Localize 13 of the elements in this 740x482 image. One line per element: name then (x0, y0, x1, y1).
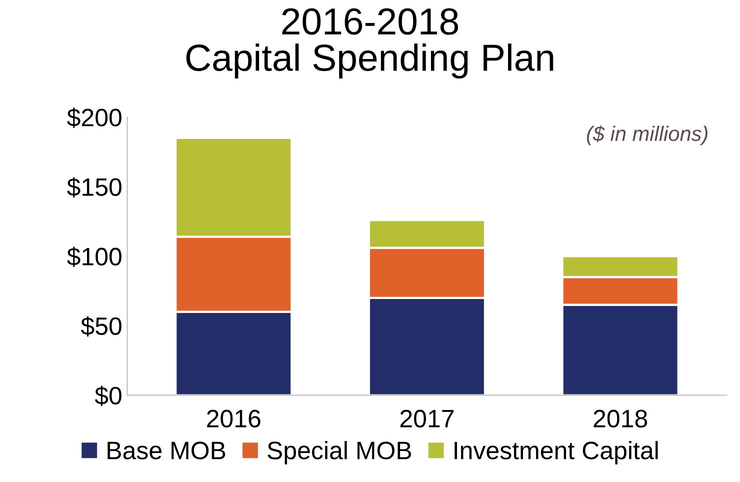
annotation: ($ in millions) (586, 125, 708, 146)
y-tick-label: $0 (94, 386, 122, 406)
y-tick-label: $200 (67, 108, 122, 128)
x-tick-label: 2017 (400, 410, 454, 428)
x-tick-label: 2016 (207, 410, 260, 428)
legend-label: Investment Capital (454, 441, 658, 464)
y-tick-label: $150 (67, 177, 122, 198)
y-tick-label: $50 (80, 316, 122, 337)
y-tick-label: $100 (67, 246, 122, 267)
x-tick-label: 2018 (594, 410, 648, 428)
chart-title: 2016-2018 Capital Spending Plan (186, 8, 554, 79)
legend-label: Base MOB (108, 442, 226, 460)
legend-label: Special MOB (268, 441, 412, 464)
